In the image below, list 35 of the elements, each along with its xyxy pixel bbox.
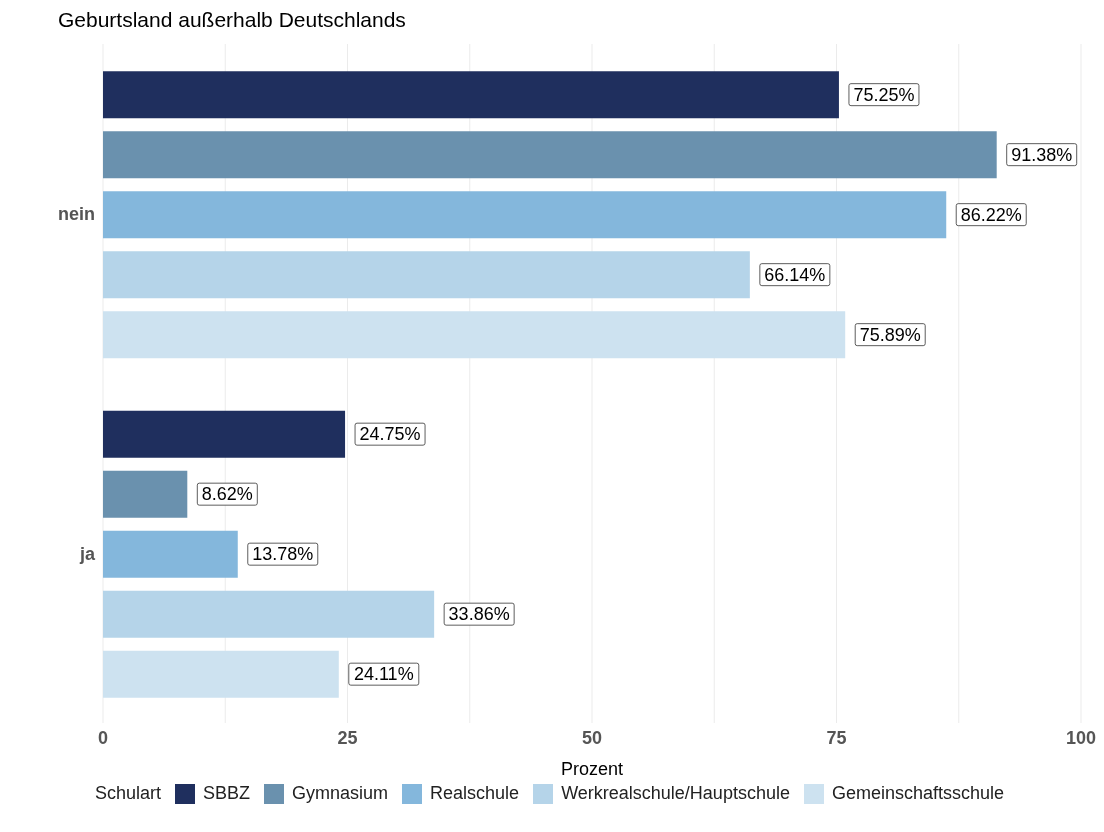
x-tick-label: 0 [97, 727, 109, 748]
data-label: 24.75% [359, 424, 421, 445]
data-label: 91.38% [1011, 144, 1073, 165]
data-label: 13.78% [252, 544, 314, 565]
bar [103, 131, 997, 179]
legend-label: Werkrealschule/Hauptschule [561, 783, 790, 804]
data-label: 75.89% [859, 324, 921, 345]
x-tick-label: 50 [581, 727, 603, 748]
bar [103, 650, 339, 698]
data-label: 24.11% [353, 664, 414, 685]
data-label: 33.86% [448, 604, 510, 625]
legend-label: Realschule [430, 783, 520, 804]
x-axis-title: Prozent [560, 759, 624, 779]
legend-label: Gymnasium [292, 783, 389, 804]
legend-label: Gemeinschaftsschule [831, 783, 1005, 804]
bar [103, 470, 188, 518]
legend-label: SBBZ [203, 783, 251, 804]
bar [103, 410, 346, 458]
x-tick-label: 75 [826, 727, 847, 748]
y-tick-label: nein [57, 204, 95, 225]
x-tick-label: 25 [337, 727, 358, 748]
x-tick-label: 100 [1065, 727, 1097, 748]
data-label: 8.62% [201, 484, 253, 505]
data-label: 75.25% [853, 84, 915, 105]
bar [103, 590, 435, 638]
bar [103, 251, 750, 299]
bar [103, 311, 846, 359]
bar [103, 71, 839, 119]
y-tick-label: ja [78, 543, 96, 564]
bar [103, 530, 238, 578]
data-label: 86.22% [960, 204, 1022, 225]
bar [103, 191, 947, 239]
data-label: 66.14% [764, 264, 826, 285]
legend-title: Schulart [94, 783, 162, 804]
chart-title: Geburtsland außerhalb Deutschlands [57, 8, 407, 33]
